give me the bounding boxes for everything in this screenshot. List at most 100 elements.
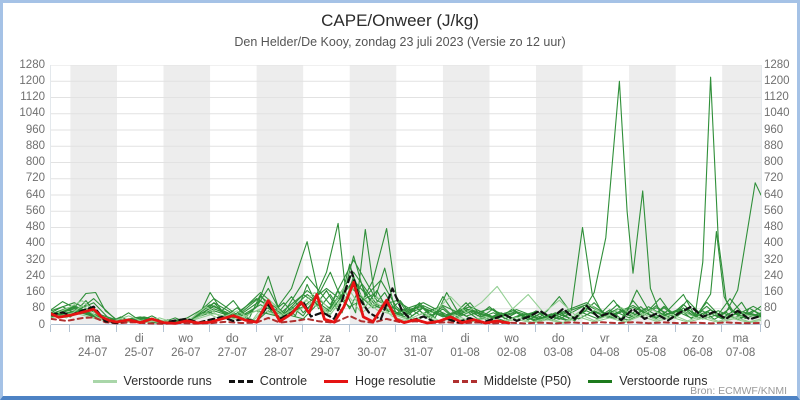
x-tick xyxy=(674,325,676,332)
y-tick-label: 1280 xyxy=(764,58,790,71)
x-label-date: 24-07 xyxy=(77,347,108,359)
legend-swatch xyxy=(324,379,349,383)
legend-label: Controle xyxy=(259,374,308,388)
x-tick xyxy=(255,325,257,332)
legend-item: Middelste (P50) xyxy=(452,374,572,388)
series-member-07 xyxy=(51,227,761,324)
x-tick xyxy=(348,325,350,332)
legend-label: Verstoorde runs xyxy=(123,374,212,388)
x-label-weekday: ma xyxy=(84,333,101,345)
y-tick-label: 1040 xyxy=(764,107,790,120)
y-tick-label: 480 xyxy=(25,221,45,233)
x-label-date: 07-08 xyxy=(725,347,756,359)
x-label-date: 05-08 xyxy=(636,347,667,359)
y-tick-label: 160 xyxy=(764,286,784,298)
plot-svg xyxy=(51,65,761,325)
y-tick-label: 1200 xyxy=(764,74,790,87)
x-label-date: 03-08 xyxy=(543,347,573,359)
legend-label: Hoge resolutie xyxy=(355,374,436,388)
y-tick-label: 400 xyxy=(764,237,784,250)
y-tick-label: 240 xyxy=(764,269,784,282)
legend-swatch xyxy=(452,379,477,383)
x-label-date: 25-07 xyxy=(124,347,154,359)
y-tick-label: 1120 xyxy=(20,91,45,103)
x-label-weekday: do xyxy=(551,333,565,345)
y-tick-label: 880 xyxy=(764,139,784,152)
legend-label: Verstoorde runs xyxy=(619,374,708,388)
legend-swatch xyxy=(588,379,613,383)
x-label-weekday: ma xyxy=(410,333,427,345)
legend-item: Verstoorde runs xyxy=(588,374,707,388)
y-tick-label: 160 xyxy=(25,286,45,298)
x-label-weekday: do xyxy=(225,333,239,345)
x-label-weekday: wo xyxy=(178,333,194,345)
x-label-weekday: za xyxy=(645,333,658,345)
y-tick-label: 320 xyxy=(25,253,45,266)
x-label-weekday: za xyxy=(319,333,332,345)
y-tick-label: 0 xyxy=(764,318,771,331)
x-label-weekday: vr xyxy=(600,333,610,345)
x-tick xyxy=(395,325,397,332)
legend-item: Verstoorde runs xyxy=(92,374,212,388)
x-label-weekday: wo xyxy=(504,333,520,345)
y-tick-label: 400 xyxy=(25,237,45,250)
y-tick-label: 800 xyxy=(764,156,784,168)
y-tick-label: 1120 xyxy=(764,91,789,103)
x-label-date: 02-08 xyxy=(496,347,527,359)
x-tick xyxy=(209,325,211,332)
x-tick xyxy=(50,325,51,332)
y-tick-label: 720 xyxy=(764,172,784,185)
x-tick xyxy=(721,325,723,332)
x-tick xyxy=(535,325,536,332)
legend-item: Hoge resolutie xyxy=(324,374,436,388)
plot-area xyxy=(50,65,762,325)
y-tick-label: 640 xyxy=(764,188,784,201)
x-label-weekday: zo xyxy=(691,333,704,345)
x-label-date: 27-07 xyxy=(217,347,247,359)
legend-label: Middelste (P50) xyxy=(483,374,572,388)
y-tick-label: 1280 xyxy=(19,58,45,71)
y-tick-label: 80 xyxy=(32,302,45,315)
x-label-date: 30-07 xyxy=(357,347,387,359)
x-label-weekday: ma xyxy=(732,333,749,345)
x-tick xyxy=(69,325,71,332)
y-tick-label: 560 xyxy=(764,204,784,217)
x-label-date: 31-07 xyxy=(403,347,434,359)
y-tick-label: 720 xyxy=(25,172,45,185)
x-label-weekday: di xyxy=(134,333,144,345)
legend: Verstoorde runs Controle Hoge resolutie Mid… xyxy=(3,374,797,388)
y-tick-label: 1200 xyxy=(19,74,45,87)
x-tick xyxy=(628,325,630,332)
x-tick xyxy=(581,325,583,332)
x-tick xyxy=(488,325,490,332)
series-hoge-resolutie xyxy=(51,280,511,325)
x-label-date: 01-08 xyxy=(450,347,480,359)
y-tick-label: 480 xyxy=(764,221,784,233)
y-tick-label: 0 xyxy=(38,318,45,331)
y-tick-label: 640 xyxy=(25,188,45,201)
x-label-date: 04-08 xyxy=(590,347,620,359)
y-tick-label: 1040 xyxy=(19,107,45,120)
x-label-date: 06-08 xyxy=(683,347,713,359)
x-label-weekday: vr xyxy=(274,333,284,345)
x-label-weekday: di xyxy=(460,333,470,345)
legend-swatch xyxy=(92,379,117,383)
legend-swatch xyxy=(228,379,253,383)
y-tick-label: 240 xyxy=(25,269,45,282)
x-label-date: 28-07 xyxy=(264,347,294,359)
y-tick-label: 880 xyxy=(25,139,45,152)
x-tick xyxy=(302,325,304,332)
series-member-02 xyxy=(51,76,761,324)
x-tick xyxy=(760,325,761,332)
y-tick-label: 800 xyxy=(25,156,45,168)
x-tick xyxy=(116,325,117,332)
series-member-13 xyxy=(51,285,761,324)
y-tick-label: 560 xyxy=(25,204,45,217)
source-credit: Bron: ECMWF/KNMI xyxy=(690,385,787,397)
y-tick-label: 320 xyxy=(764,253,784,266)
x-label-weekday: zo xyxy=(365,333,379,345)
chart-subtitle: Den Helder/De Kooy, zondag 23 juli 2023 … xyxy=(234,35,566,49)
x-label-date: 26-07 xyxy=(171,347,201,359)
x-tick xyxy=(162,325,164,332)
